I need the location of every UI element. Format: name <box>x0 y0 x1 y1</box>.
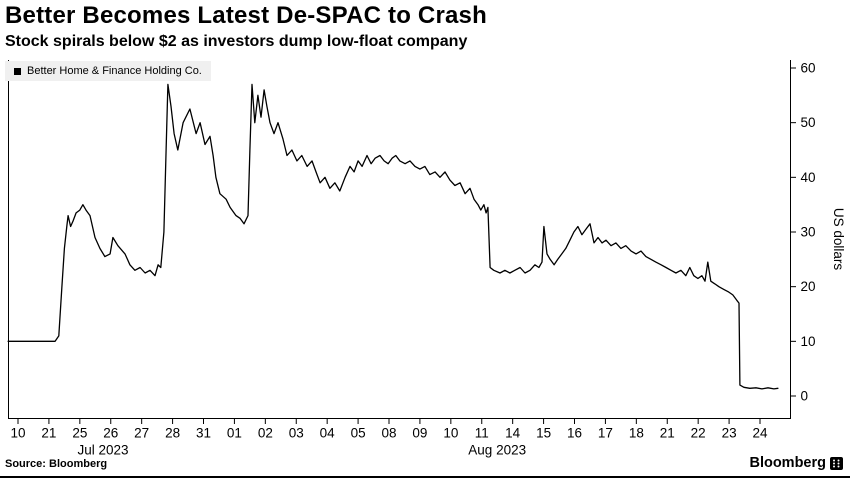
x-tick-label: 18 <box>629 426 644 441</box>
y-tick-label: 0 <box>801 389 809 404</box>
legend-series-marker-icon <box>14 67 21 75</box>
x-tick-label: 14 <box>505 426 521 441</box>
y-tick-label: 20 <box>801 279 816 294</box>
chart-title: Better Becomes Latest De-SPAC to Crash <box>5 2 487 29</box>
y-tick-label: 10 <box>801 334 816 349</box>
x-tick-label: 08 <box>381 426 396 441</box>
x-tick-label: 10 <box>443 426 458 441</box>
month-label: Jul 2023 <box>77 443 128 458</box>
x-tick-label: 04 <box>320 426 336 441</box>
y-tick-label: 50 <box>801 115 816 130</box>
bloomberg-wordmark: Bloomberg <box>749 455 826 471</box>
chart-subtitle: Stock spirals below $2 as investors dump… <box>5 33 468 50</box>
bloomberg-brand: Bloomberg <box>749 455 843 471</box>
x-tick-label: 26 <box>103 426 118 441</box>
x-tick-label: 15 <box>536 426 551 441</box>
x-tick-label: 21 <box>660 426 675 441</box>
price-line <box>7 83 779 390</box>
y-tick-label: 60 <box>801 61 816 76</box>
y-tick-label: 40 <box>801 170 816 185</box>
x-tick-label: 23 <box>722 426 737 441</box>
x-tick-label: 03 <box>289 426 304 441</box>
bottom-rule <box>0 476 850 478</box>
x-tick-label: 16 <box>567 426 582 441</box>
x-tick-label: 02 <box>258 426 273 441</box>
bloomberg-logo-icon <box>830 456 843 470</box>
x-tick-label: 25 <box>72 426 87 441</box>
x-tick-label: 27 <box>134 426 149 441</box>
x-tick-label: 09 <box>412 426 427 441</box>
x-tick-label: 21 <box>41 426 56 441</box>
legend: Better Home & Finance Holding Co. <box>5 61 211 81</box>
x-tick-label: 31 <box>196 426 211 441</box>
y-tick-label: 30 <box>801 225 816 240</box>
x-tick-label: 05 <box>351 426 366 441</box>
x-tick-label: 22 <box>691 426 706 441</box>
x-tick-label: 11 <box>475 426 489 441</box>
y-axis-title: US dollars <box>831 208 846 271</box>
source-note: Source: Bloomberg <box>5 458 108 470</box>
legend-label: Better Home & Finance Holding Co. <box>27 65 202 77</box>
x-tick-label: 01 <box>227 426 242 441</box>
x-tick-label: 24 <box>752 426 768 441</box>
x-tick-label: 17 <box>598 426 613 441</box>
x-tick-label: 28 <box>165 426 180 441</box>
month-label: Aug 2023 <box>468 443 526 458</box>
x-tick-label: 10 <box>10 426 25 441</box>
